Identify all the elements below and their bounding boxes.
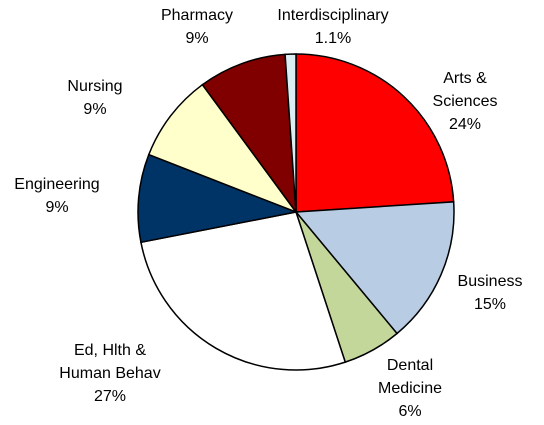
category-label: Arts & Sciences [432,70,498,110]
slice-label: Dental Medicine 6% [378,354,442,423]
value-label: 24% [448,116,482,133]
pie-slice [140,211,347,371]
value-label: 1.1% [314,30,352,47]
value-label: 15% [473,296,507,313]
slice-label: Business 15% [458,270,523,316]
pie-slice [201,53,297,215]
category-label: Engineering [14,176,100,193]
value-label: 6% [398,403,422,420]
value-label: 9% [185,30,209,47]
category-label: Dental Medicine [377,357,443,397]
slice-label: Ed, Hlth & Human Behav 27% [59,339,160,408]
category-label: Business [457,273,523,290]
pie-slice [294,201,455,335]
slice-label: Interdisciplinary 1.1% [277,4,388,50]
pie-slice [295,53,455,213]
pie-slice [284,53,297,213]
slice-label: Engineering 9% [14,173,99,219]
category-label: Nursing [67,78,123,95]
value-label: 9% [45,199,69,216]
pie-slice [137,153,299,244]
value-label: 9% [83,101,107,118]
slice-label: Arts & Sciences 24% [433,67,498,136]
value-label: 27% [93,388,127,405]
slice-label: Nursing 9% [67,75,122,121]
pie-slice [147,83,299,214]
slice-label: Pharmacy 9% [161,4,233,50]
category-label: Ed, Hlth & Human Behav [59,342,161,382]
category-label: Pharmacy [160,7,234,24]
category-label: Interdisciplinary [277,7,389,24]
